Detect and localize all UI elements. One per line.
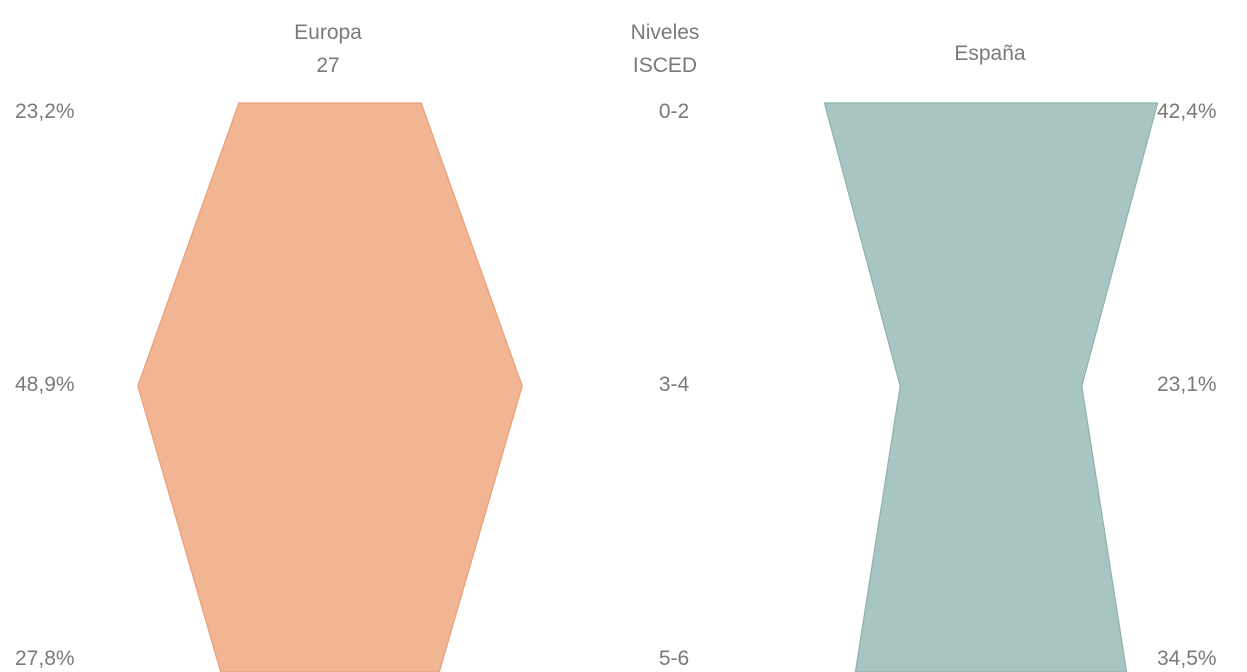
europe-shape	[137, 102, 523, 672]
levels-header-line2: ISCED	[633, 54, 697, 77]
spain-title: España	[954, 42, 1026, 65]
level-label-3-4: 3-4	[659, 373, 690, 396]
spain-value-0-2: 42,4%	[1157, 100, 1217, 123]
europe-title-line2: 27	[316, 54, 339, 77]
level-label-0-2: 0-2	[659, 100, 689, 123]
europe-value-0-2: 23,2%	[15, 100, 75, 123]
europe-value-3-4: 48,9%	[15, 373, 75, 396]
spain-shape	[823, 102, 1159, 672]
levels-header-line1: Niveles	[631, 21, 700, 44]
spain-value-3-4: 23,1%	[1157, 373, 1217, 396]
spain-value-5-6: 34,5%	[1157, 647, 1217, 670]
europe-value-5-6: 27,8%	[15, 647, 75, 670]
level-label-5-6: 5-6	[659, 647, 689, 670]
europe-title-line1: Europa	[294, 21, 362, 44]
